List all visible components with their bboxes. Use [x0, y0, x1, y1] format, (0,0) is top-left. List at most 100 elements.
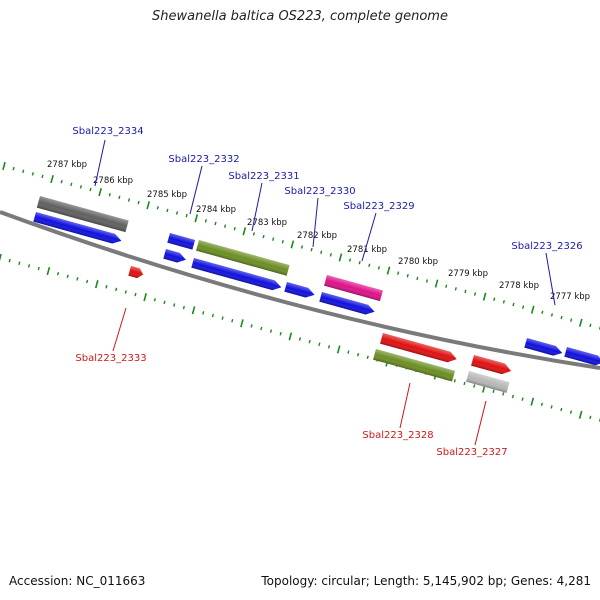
major-tick [50, 174, 54, 184]
leader-line [251, 182, 263, 232]
minor-tick [22, 169, 25, 173]
gene-feature-sbal223-2331 [196, 240, 290, 276]
minor-tick [70, 182, 73, 187]
reverse-tick-track [0, 253, 600, 422]
minor-tick [118, 195, 121, 200]
minor-tick [473, 292, 477, 296]
minor-tick [115, 287, 118, 292]
minor-tick [175, 211, 179, 215]
leader-line [545, 252, 556, 306]
leader-line [94, 139, 106, 187]
forward-tick-track [2, 161, 600, 330]
forward-gene-label: Sbal223_2331 [228, 171, 299, 182]
feature-layer [33, 196, 600, 393]
gene-feature-sbal223-2326 [524, 338, 563, 356]
minor-tick [492, 389, 495, 393]
minor-tick [454, 287, 457, 291]
minor-tick [86, 279, 89, 284]
minor-tick [105, 285, 108, 289]
minor-tick [163, 300, 166, 305]
minor-tick [18, 261, 21, 265]
minor-tick [356, 352, 360, 357]
feature-shade [471, 355, 512, 375]
minor-tick [211, 313, 214, 318]
minor-tick [358, 260, 361, 265]
minor-tick [308, 339, 311, 344]
feature-shade [284, 282, 315, 298]
tick-label: 2782 kbp [297, 231, 337, 241]
minor-tick [327, 345, 331, 349]
tick-label: 2785 kbp [147, 190, 187, 200]
minor-tick [502, 300, 505, 304]
minor-tick [406, 274, 409, 278]
minor-tick [589, 323, 592, 328]
minor-tick [79, 185, 82, 189]
tick-label: 2777 kbp [550, 292, 590, 302]
minor-tick [250, 324, 253, 328]
feature-shade [196, 240, 290, 276]
reverse-gene-label: Sbal223_2327 [436, 447, 507, 458]
minor-tick [589, 415, 592, 420]
minor-tick [377, 266, 380, 270]
minor-tick [445, 284, 448, 288]
minor-tick [320, 250, 323, 254]
minor-tick [31, 172, 34, 176]
gene-feature-sbal223-2334 [36, 196, 129, 233]
minor-tick [231, 318, 234, 323]
minor-tick [8, 258, 11, 263]
leader-line [474, 400, 487, 446]
major-tick [98, 188, 102, 197]
major-tick [46, 266, 51, 276]
forward-gene-label: Sbal223_2334 [72, 126, 143, 137]
minor-tick [368, 263, 371, 268]
feature-shade [373, 349, 456, 382]
major-tick [143, 293, 147, 302]
gene-feature-sbal223-2329 [319, 292, 375, 315]
tick-label: 2778 kbp [499, 281, 539, 291]
major-tick [336, 345, 341, 354]
minor-tick [279, 332, 282, 336]
major-tick [191, 306, 196, 315]
minor-tick [27, 264, 31, 268]
tick-labels: 2787 kbp 2786 kbp 2785 kbp 2784 kbp 2783 kbp… [47, 160, 590, 302]
minor-tick [329, 253, 332, 257]
minor-tick [214, 221, 217, 226]
minor-tick [166, 208, 169, 213]
forward-gene-label: Sbal223_2330 [284, 186, 355, 197]
minor-tick [560, 315, 563, 320]
leader-line [361, 212, 377, 262]
minor-tick [550, 313, 554, 317]
tick-label: 2783 kbp [247, 218, 287, 228]
minor-tick [262, 234, 265, 239]
major-tick [194, 214, 199, 223]
reverse-gene-label: Sbal223_2328 [362, 430, 433, 441]
minor-tick [366, 355, 369, 360]
minor-tick [182, 305, 185, 310]
minor-tick [502, 392, 505, 396]
major-tick [578, 410, 583, 419]
feature-shade [466, 371, 510, 393]
major-tick [386, 266, 391, 275]
major-tick [290, 240, 295, 249]
major-tick [240, 319, 244, 328]
minor-tick [108, 193, 111, 197]
gene-feature-sbal223-2327 [466, 371, 510, 393]
minor-tick [60, 179, 63, 184]
leader-line [312, 197, 319, 248]
minor-tick [347, 350, 350, 354]
minor-tick [463, 381, 466, 386]
gene-feature-red [380, 333, 457, 363]
major-tick [530, 397, 535, 406]
minor-tick [41, 174, 44, 179]
major-tick [530, 305, 535, 314]
minor-tick [464, 289, 467, 294]
minor-tick [221, 316, 224, 320]
minor-tick [298, 337, 302, 341]
minor-tick [156, 206, 159, 210]
tick-label: 2781 kbp [347, 245, 387, 255]
minor-tick [473, 384, 476, 388]
leader-line [112, 307, 127, 352]
minor-tick [550, 405, 553, 409]
minor-tick [397, 271, 400, 275]
